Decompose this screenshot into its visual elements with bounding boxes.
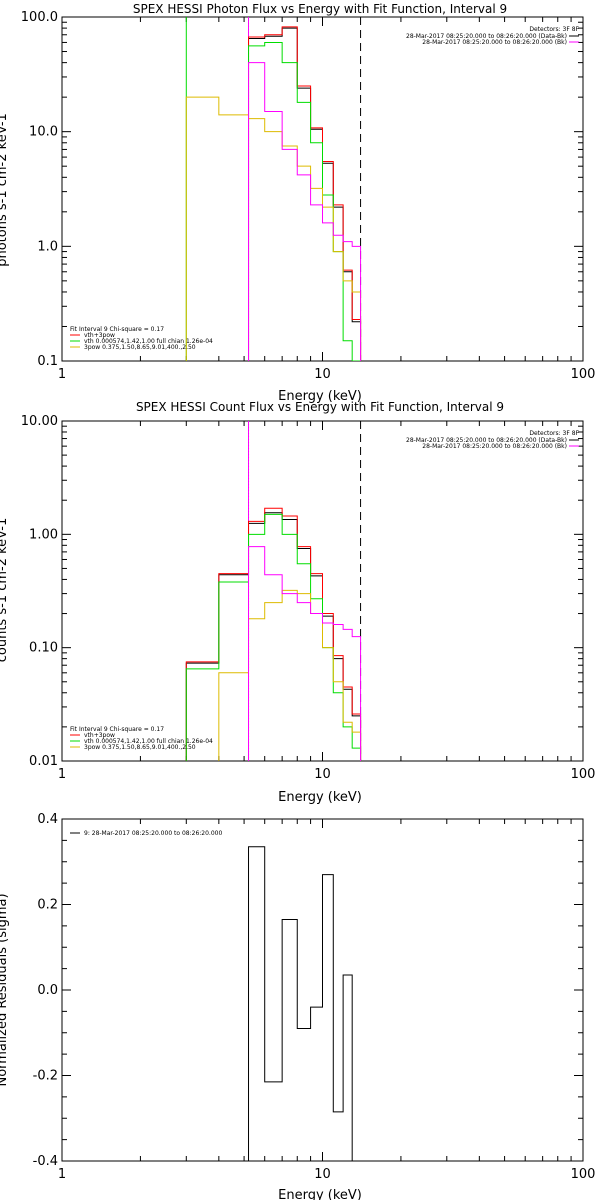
residuals-x-tick-label: 100 bbox=[571, 1167, 596, 1182]
count-flux-fit-legend-entry: vth+3pow bbox=[84, 732, 115, 739]
photon-flux-x-tick-label: 1 bbox=[58, 367, 66, 382]
photon-flux-series-0 bbox=[248, 27, 362, 361]
count-flux-x-tick-label: 10 bbox=[314, 767, 331, 782]
residuals-plot-area: 1 10 100 -0.4 -0.2 0.0 0.2 0.4 9: 28-Mar-2017 08… bbox=[33, 812, 596, 1182]
count-flux-panel: SPEX HESSI Count Flux vs Energy with Fit… bbox=[0, 400, 595, 805]
count-flux-ylabel: counts s-1 cm-2 keV-1 bbox=[0, 518, 10, 663]
photon-flux-fit-legend-header: Fit Interval 9 Chi-square = 0.17 bbox=[70, 326, 164, 333]
photon-flux-y-tick-label: 10.0 bbox=[29, 125, 58, 140]
photon-flux-ylabel: photons s-1 cm-2 keV-1 bbox=[0, 113, 10, 267]
photon-flux-legend-entry: 28-Mar-2017 08:25:20.000 to 08:26:20.000… bbox=[406, 33, 567, 40]
residuals-y-tick-label: 0.4 bbox=[37, 812, 58, 827]
residuals-y-tick-label: 0.2 bbox=[37, 898, 58, 913]
count-flux-fit-legend-header: Fit Interval 9 Chi-square = 0.17 bbox=[70, 726, 164, 733]
count-flux-xlabel: Energy (keV) bbox=[278, 790, 362, 805]
photon-flux-x-tick-label: 10 bbox=[314, 367, 331, 382]
count-flux-series-4 bbox=[248, 546, 362, 761]
count-flux-series-2 bbox=[185, 513, 362, 761]
photon-flux-legend-entry: 28-Mar-2017 08:25:20.000 to 08:26:20.000… bbox=[422, 39, 567, 46]
residuals-x-tick-label: 1 bbox=[58, 1167, 66, 1182]
residuals-y-tick-label: -0.4 bbox=[33, 1154, 58, 1169]
photon-flux-fit-legend-entry: vth+3pow bbox=[84, 332, 115, 339]
residuals-y-tick-label: -0.2 bbox=[33, 1069, 58, 1084]
count-flux-legend-entry: 28-Mar-2017 08:25:20.000 to 08:26:20.000… bbox=[406, 437, 567, 444]
count-flux-legend-header: Detectors: 3F 8F bbox=[529, 430, 579, 437]
photon-flux-y-tick-label: 0.1 bbox=[37, 354, 58, 369]
count-flux-y-tick-label: 10.00 bbox=[21, 414, 58, 429]
photon-flux-series-3 bbox=[185, 96, 362, 361]
residuals-x-tick-label: 10 bbox=[314, 1167, 331, 1182]
photon-flux-fit-legend-entry: vth 0.000574,1.42,1.00 full chian 1.26e-… bbox=[84, 338, 213, 345]
count-flux-fit-legend-entry: 3pow 0.375,1.50,8.65,9.01,400.,2.50 bbox=[84, 744, 196, 751]
count-flux-series-3 bbox=[218, 589, 362, 761]
count-flux-series-1 bbox=[185, 507, 362, 761]
photon-flux-y-tick-label: 100.0 bbox=[21, 10, 58, 25]
count-flux-series-0 bbox=[185, 512, 362, 761]
count-flux-fit-legend-entry: vth 0.000574,1.42,1.00 full chian 1.26e-… bbox=[84, 738, 213, 745]
residuals-y-tick-label: 0.0 bbox=[37, 983, 58, 998]
count-flux-legend-entry: 28-Mar-2017 08:25:20.000 to 08:26:20.000… bbox=[422, 443, 567, 450]
count-flux-y-tick-label: 0.01 bbox=[29, 754, 58, 769]
photon-flux-series-2 bbox=[248, 41, 361, 361]
photon-flux-x-tick-label: 100 bbox=[571, 367, 596, 382]
residuals-legend-entry: 9: 28-Mar-2017 08:25:20.000 to 08:26:20.… bbox=[84, 830, 222, 837]
photon-flux-series-4 bbox=[248, 62, 362, 361]
residuals-series-0 bbox=[248, 846, 361, 1161]
count-flux-y-tick-label: 1.00 bbox=[29, 527, 58, 542]
residuals-panel: 1 10 100 -0.4 -0.2 0.0 0.2 0.4 9: 28-Mar-2017 08… bbox=[0, 812, 595, 1200]
photon-flux-y-tick-label: 1.0 bbox=[37, 239, 58, 254]
photon-flux-series-1 bbox=[248, 26, 362, 361]
photon-flux-legend-header: Detectors: 3F 8F bbox=[529, 26, 579, 33]
photon-flux-xlabel: Energy (keV) bbox=[278, 389, 362, 404]
photon-flux-panel: SPEX HESSI Photon Flux vs Energy with Fi… bbox=[0, 2, 595, 404]
count-flux-x-tick-label: 1 bbox=[58, 767, 66, 782]
photon-flux-title: SPEX HESSI Photon Flux vs Energy with Fi… bbox=[133, 2, 507, 16]
count-flux-title: SPEX HESSI Count Flux vs Energy with Fit… bbox=[136, 400, 504, 414]
photon-flux-fit-legend-entry: 3pow 0.375,1.50,8.65,9.01,400.,2.50 bbox=[84, 344, 196, 351]
count-flux-y-tick-label: 0.10 bbox=[29, 641, 58, 656]
residuals-xlabel: Energy (keV) bbox=[278, 1188, 362, 1200]
residuals-ylabel: Normalized Residuals (sigma) bbox=[0, 893, 10, 1086]
count-flux-x-tick-label: 100 bbox=[571, 767, 596, 782]
